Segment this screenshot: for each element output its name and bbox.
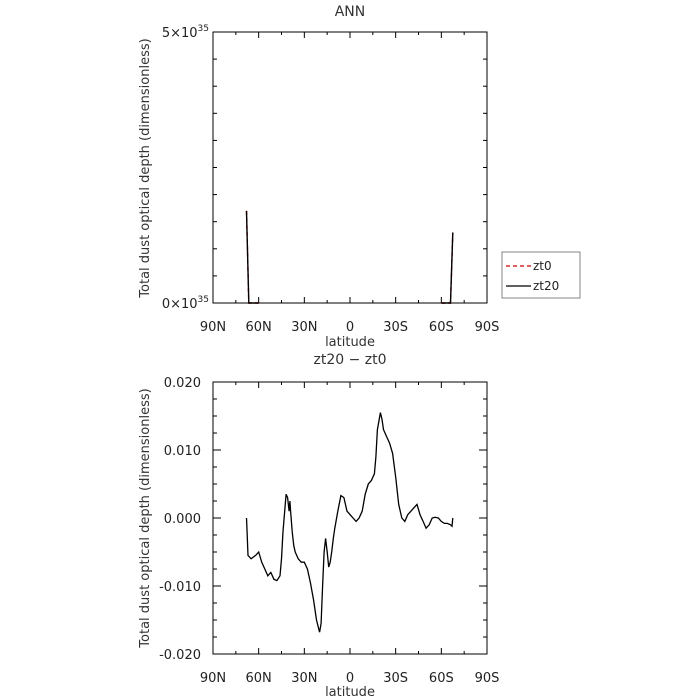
x-tick-label: 30N	[291, 671, 317, 686]
x-tick-label: 30N	[291, 320, 317, 335]
y-tick-label: 0×1035	[162, 295, 209, 312]
y-tick-label: 0.020	[164, 376, 201, 391]
difference-line	[245, 412, 454, 633]
bottom-panel: zt20 − zt0 Total dust optical depth (dim…	[138, 352, 499, 700]
legend: zt0 zt20	[501, 251, 581, 299]
y-tick-mantissa: 5	[162, 26, 170, 41]
x-tick-label: 90N	[200, 320, 226, 335]
y-tick-exponent: 35	[198, 295, 209, 305]
y-tick-times: ×10	[170, 297, 197, 312]
legend-label-zt0: zt0	[533, 259, 552, 273]
top-x-axis-label: latitude	[325, 335, 375, 350]
x-tick-label: 60N	[246, 671, 272, 686]
top-series-group	[245, 210, 454, 304]
series-line-zt20	[441, 232, 454, 304]
top-y-axis-label: Total dust optical depth (dimensionless)	[138, 38, 153, 298]
y-tick-label: -0.020	[159, 648, 201, 663]
x-tick-label: 90S	[475, 320, 500, 335]
x-tick-label: 0	[346, 671, 354, 686]
legend-label-zt20: zt20	[533, 279, 559, 293]
y-tick-label: 0.000	[164, 512, 201, 527]
bottom-chart-title: zt20 − zt0	[313, 352, 386, 368]
x-tick-label: 30S	[383, 320, 408, 335]
plot-border	[212, 31, 488, 304]
y-tick-label: -0.010	[159, 580, 201, 595]
bottom-x-axis-label: latitude	[325, 685, 375, 700]
y-tick-times: ×10	[170, 26, 197, 41]
x-tick-label: 60S	[429, 320, 454, 335]
series-line-zt20	[245, 210, 259, 304]
y-tick-label: 5×1035	[162, 24, 209, 41]
x-tick-label: 60S	[429, 671, 454, 686]
top-chart-title: ANN	[335, 4, 366, 20]
bottom-series-group	[245, 412, 454, 633]
x-tick-label: 90S	[475, 671, 500, 686]
legend-box	[501, 251, 581, 299]
x-tick-label: 30S	[383, 671, 408, 686]
plot-border	[212, 381, 488, 655]
y-tick-exponent: 35	[198, 24, 209, 34]
y-tick-mantissa: 0	[162, 297, 170, 312]
bottom-plot-frame: 90N 60N 30N 0 30S 60S 90S -0.020 -0.010 0.000 0.01…	[159, 376, 499, 686]
x-tick-label: 60N	[246, 320, 272, 335]
y-tick-label: 0.010	[164, 444, 201, 459]
bottom-y-axis-label: Total dust optical depth (dimensionless)	[138, 388, 153, 648]
top-panel: ANN Total dust optical depth (dimensionl…	[138, 4, 581, 350]
x-tick-label: 0	[346, 320, 354, 335]
x-tick-label: 90N	[200, 671, 226, 686]
